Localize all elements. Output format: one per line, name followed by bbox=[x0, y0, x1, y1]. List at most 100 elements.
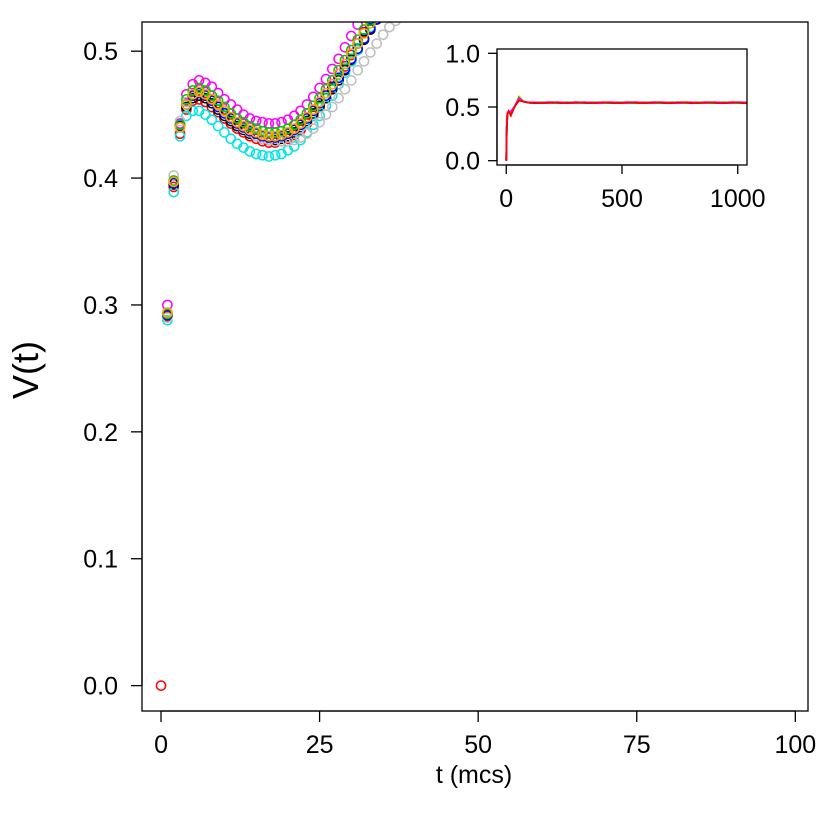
data-point bbox=[314, 110, 325, 122]
data-point bbox=[193, 75, 205, 86]
data-point bbox=[200, 109, 211, 120]
data-point bbox=[187, 105, 199, 117]
data-point bbox=[276, 129, 287, 141]
data-point bbox=[352, 64, 364, 76]
data-point bbox=[345, 75, 357, 86]
data-point bbox=[181, 99, 192, 110]
x-axis-title: t (mcs) bbox=[436, 761, 512, 789]
data-point bbox=[320, 87, 332, 99]
data-point bbox=[345, 44, 357, 56]
inset-y-axis: 0.0 0.5 1.0 bbox=[445, 40, 498, 176]
inset-x-tick-label: 1000 bbox=[710, 185, 766, 213]
data-point bbox=[314, 116, 325, 128]
data-point bbox=[263, 130, 275, 142]
x-tick-label: 0 bbox=[154, 731, 168, 759]
data-point bbox=[219, 127, 230, 138]
data-point bbox=[333, 53, 344, 65]
data-point bbox=[333, 64, 344, 76]
data-point bbox=[320, 109, 332, 120]
data-point bbox=[314, 82, 325, 94]
data-point bbox=[193, 86, 205, 98]
data-point bbox=[345, 48, 357, 60]
data-point bbox=[257, 125, 268, 137]
data-point bbox=[244, 120, 256, 132]
y-tick-label: 0.4 bbox=[83, 165, 118, 193]
y-tick-label: 0.3 bbox=[83, 292, 118, 320]
data-point bbox=[288, 119, 300, 131]
inset-y-tick-label: 1.0 bbox=[445, 40, 480, 68]
data-point bbox=[352, 22, 364, 30]
data-point bbox=[250, 148, 262, 160]
data-point bbox=[314, 96, 325, 108]
data-point bbox=[212, 120, 224, 132]
data-point bbox=[219, 94, 230, 105]
data-point bbox=[288, 141, 300, 152]
data-point bbox=[200, 85, 211, 96]
data-point bbox=[358, 55, 370, 67]
data-point bbox=[155, 680, 167, 691]
main-y-axis: 0.0 0.1 0.2 0.3 0.4 0.5 bbox=[83, 38, 143, 701]
data-point bbox=[377, 29, 389, 41]
inset-x-tick-label: 0 bbox=[499, 185, 513, 213]
data-point bbox=[181, 94, 192, 105]
data-point bbox=[320, 73, 332, 85]
data-point bbox=[206, 101, 218, 113]
x-tick-label: 50 bbox=[464, 731, 492, 759]
data-point bbox=[219, 101, 230, 113]
data-point bbox=[212, 95, 224, 107]
data-point bbox=[339, 42, 351, 53]
data-point bbox=[212, 87, 224, 99]
inset-y-tick-label: 0.0 bbox=[445, 148, 480, 176]
data-point bbox=[168, 176, 180, 188]
data-point bbox=[307, 104, 319, 115]
data-point bbox=[269, 130, 281, 142]
data-point bbox=[288, 123, 300, 134]
main-plot: 0 25 50 75 100 0.0 0.1 0.2 0.3 0.4 0.5 t (mcs) V(… bbox=[5, 21, 816, 789]
data-point bbox=[212, 99, 224, 110]
data-point bbox=[162, 307, 173, 318]
x-tick-label: 75 bbox=[623, 731, 651, 759]
data-point bbox=[371, 22, 382, 25]
inset-background bbox=[497, 49, 747, 165]
y-tick-label: 0.0 bbox=[83, 673, 118, 701]
x-tick-label: 100 bbox=[774, 731, 816, 759]
inset-plot: 0 500 1000 0.0 0.5 1.0 bbox=[445, 40, 765, 213]
data-point bbox=[206, 114, 218, 126]
data-point bbox=[390, 22, 401, 27]
main-x-axis: 0 25 50 75 100 bbox=[154, 710, 816, 759]
y-axis-title: V(t) bbox=[5, 341, 46, 399]
data-point bbox=[364, 22, 376, 34]
y-tick-label: 0.5 bbox=[83, 38, 118, 66]
data-point bbox=[244, 146, 256, 157]
x-tick-label: 25 bbox=[306, 731, 334, 759]
data-point bbox=[288, 134, 300, 146]
data-point bbox=[219, 105, 230, 117]
data-point bbox=[371, 38, 383, 49]
y-tick-label: 0.2 bbox=[83, 419, 118, 447]
data-point bbox=[307, 119, 319, 131]
data-point bbox=[295, 118, 306, 129]
data-point bbox=[358, 24, 370, 35]
data-point bbox=[200, 88, 211, 100]
data-point bbox=[168, 170, 180, 181]
data-point bbox=[250, 127, 262, 138]
data-point bbox=[181, 110, 192, 122]
data-point bbox=[339, 54, 351, 66]
data-point bbox=[295, 114, 306, 126]
data-point bbox=[339, 83, 351, 95]
data-point bbox=[307, 123, 319, 134]
data-point bbox=[225, 111, 237, 123]
data-point bbox=[200, 96, 211, 108]
data-point bbox=[276, 125, 287, 137]
data-point bbox=[326, 101, 338, 113]
data-point bbox=[206, 90, 218, 101]
inset-y-tick-label: 0.5 bbox=[445, 94, 480, 122]
data-point bbox=[174, 121, 186, 133]
data-point bbox=[358, 28, 370, 39]
data-point bbox=[326, 75, 338, 86]
data-point bbox=[365, 22, 376, 27]
data-point bbox=[174, 115, 186, 127]
data-point bbox=[333, 92, 344, 104]
data-point bbox=[257, 149, 268, 161]
